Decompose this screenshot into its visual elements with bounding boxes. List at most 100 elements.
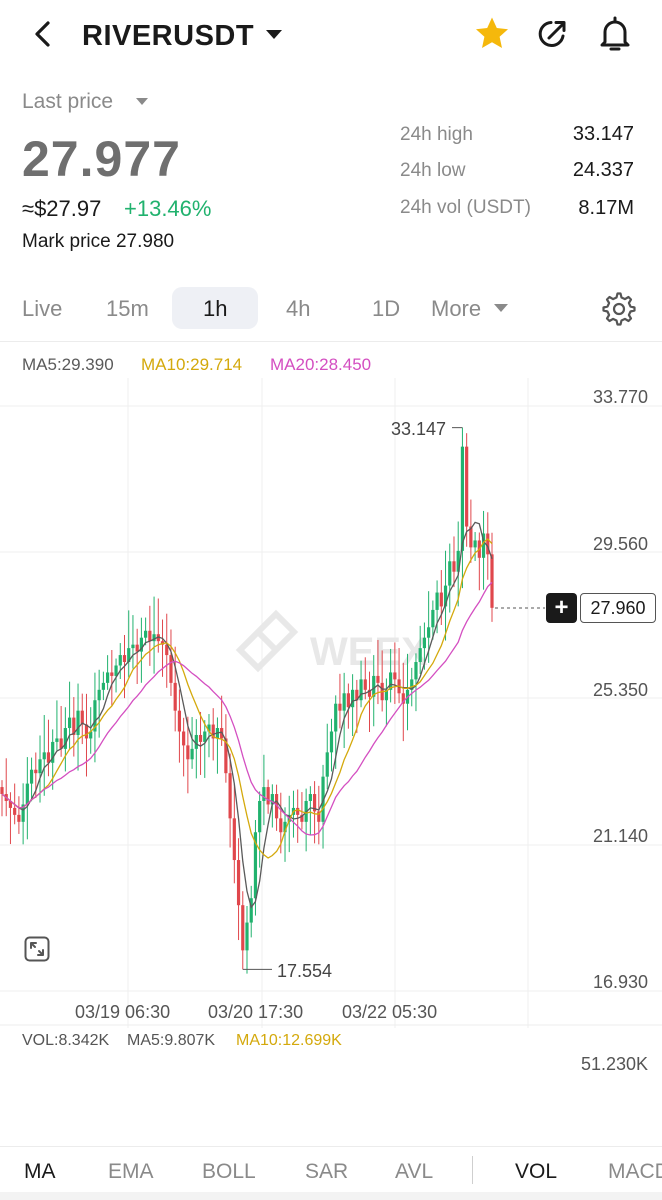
candle-body: [63, 728, 67, 749]
candle-body: [207, 724, 211, 732]
price-change: +13.46%: [124, 196, 212, 221]
tab-avl[interactable]: AVL: [395, 1160, 434, 1183]
y-axis-label: 16.930: [592, 972, 648, 992]
expand-icon[interactable]: [24, 936, 50, 962]
candle-body: [338, 703, 342, 711]
candle-body: [0, 787, 4, 795]
bell-icon[interactable]: [595, 14, 635, 54]
candle-body: [72, 717, 76, 735]
vol-ma10-legend: MA10:12.699K: [236, 1032, 342, 1049]
candle-body: [42, 752, 46, 760]
watermark-text: WEEX: [310, 630, 428, 674]
candle-body: [84, 724, 89, 739]
tab-15m[interactable]: 15m: [106, 296, 149, 321]
candle-body: [232, 818, 236, 861]
candle-body: [439, 592, 443, 607]
candle-body: [486, 533, 490, 555]
last-price-label[interactable]: Last price: [22, 90, 114, 113]
candle-body: [321, 776, 325, 822]
stat-label-vol: 24h vol (USDT): [400, 197, 531, 218]
divider: [0, 1146, 662, 1147]
candle-body: [355, 689, 359, 701]
ma20-legend: MA20:28.450: [270, 355, 372, 374]
candle-body: [67, 717, 72, 729]
candle-body: [110, 672, 114, 676]
candle-body: [25, 783, 29, 805]
stat-label-low: 24h low: [400, 160, 466, 181]
candle-body: [401, 693, 405, 704]
chevron-down-icon[interactable]: [494, 304, 508, 312]
x-axis-label: 03/22 05:30: [342, 1002, 438, 1022]
x-axis-label: 03/20 17:30: [208, 1002, 304, 1022]
symbol-title[interactable]: RIVERUSDT: [82, 20, 255, 52]
candle-body: [177, 710, 182, 732]
stat-value-high: 33.147: [572, 123, 634, 145]
candle-body: [203, 731, 207, 742]
share-icon[interactable]: [533, 14, 573, 54]
candle-body: [342, 693, 346, 711]
candle-body: [93, 700, 97, 732]
tab-macd[interactable]: MACD: [608, 1160, 662, 1183]
chevron-left-icon: [35, 21, 50, 47]
chevron-down-icon[interactable]: [136, 98, 148, 105]
candle-body: [283, 821, 287, 833]
candle-body: [152, 634, 156, 642]
star-icon[interactable]: [472, 14, 512, 54]
plus-icon[interactable]: +: [546, 593, 577, 623]
tab-ma[interactable]: MA: [24, 1160, 56, 1183]
chevron-down-icon[interactable]: [266, 30, 282, 39]
tab-live[interactable]: Live: [22, 296, 63, 321]
candle-body: [59, 738, 63, 749]
candle-body: [422, 637, 427, 649]
candle-body: [490, 554, 494, 608]
candle-body: [465, 446, 469, 527]
candle-body: [300, 814, 304, 822]
candle-body: [359, 679, 363, 701]
tab-4h[interactable]: 4h: [286, 296, 311, 321]
candle-body: [351, 689, 355, 708]
candle-body: [21, 804, 25, 822]
tab-1d[interactable]: 1D: [372, 296, 401, 321]
candle-body: [270, 794, 274, 805]
mark-price: Mark price 27.980: [22, 231, 175, 252]
candle-body: [329, 731, 334, 753]
settings-gear-icon[interactable]: [602, 292, 636, 326]
candle-body: [13, 807, 17, 815]
tab-ema[interactable]: EMA: [108, 1160, 154, 1183]
candle-body: [317, 811, 321, 822]
candle-body: [253, 832, 258, 899]
tab-vol[interactable]: VOL: [515, 1160, 558, 1183]
candle-body: [46, 752, 51, 763]
candle-body: [241, 905, 245, 951]
back-button[interactable]: [24, 14, 64, 54]
x-axis-label: 03/19 06:30: [75, 1002, 171, 1022]
ma5-legend: MA5:29.390: [22, 355, 114, 374]
candle-body: [76, 710, 80, 735]
candle-body: [431, 609, 435, 628]
candle-body: [258, 800, 262, 833]
candle-body: [393, 672, 397, 680]
candlestick-chart[interactable]: WEEX: [0, 378, 662, 1028]
tab-1h[interactable]: 1h: [203, 296, 228, 321]
tab-active-highlight: [172, 287, 258, 329]
candle-body: [114, 665, 118, 676]
tab-separator: [472, 1156, 473, 1184]
candle-body: [165, 644, 169, 656]
usd-price: ≈$27.97: [22, 196, 102, 221]
tab-sar[interactable]: SAR: [305, 1160, 349, 1183]
candle-body: [144, 630, 148, 638]
candle-body: [363, 679, 367, 690]
candle-body: [279, 818, 283, 833]
candle-body: [148, 630, 152, 642]
candle-body: [186, 745, 190, 760]
tab-boll[interactable]: BOLL: [202, 1160, 256, 1183]
candle-body: [127, 648, 131, 663]
candle-body: [312, 794, 317, 812]
candle-body: [334, 703, 338, 732]
tab-more[interactable]: More: [431, 296, 482, 321]
stat-label-high: 24h high: [400, 124, 473, 145]
candle-body: [106, 672, 110, 683]
candle-body: [274, 794, 279, 819]
current-price-tag[interactable]: 27.960: [580, 593, 656, 623]
candle-body: [34, 769, 38, 774]
